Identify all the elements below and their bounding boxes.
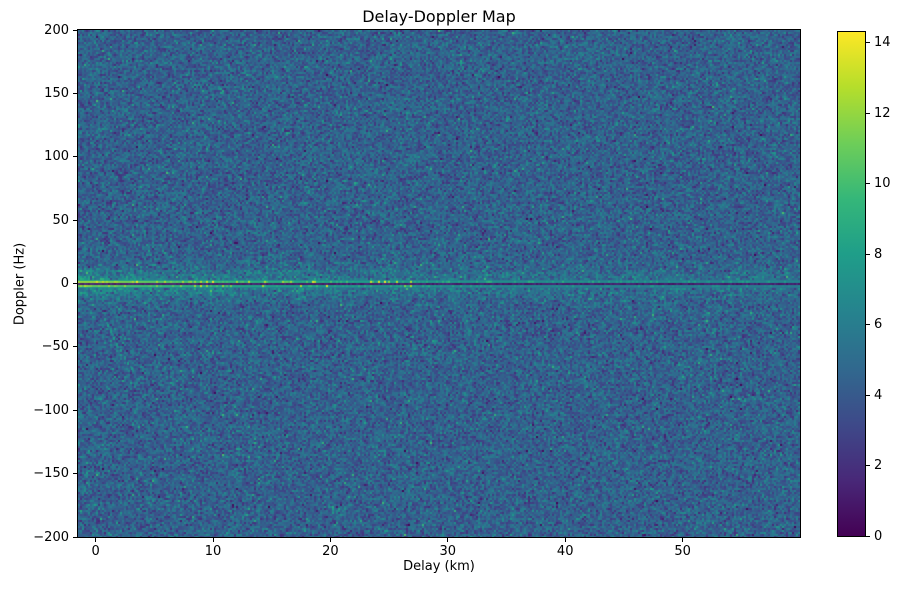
colorbar-tick-label: 14 — [874, 35, 891, 51]
colorbar-tick-mark — [866, 112, 870, 114]
colorbar-tick-mark — [866, 183, 870, 185]
colorbar-tick-label: 6 — [874, 317, 883, 333]
y-tick-label: −100 — [33, 402, 69, 418]
x-tick-label: 0 — [91, 544, 100, 559]
colorbar-tick-mark — [866, 42, 870, 44]
colorbar-tick-label: 10 — [874, 176, 891, 192]
colorbar-tick-label: 2 — [874, 458, 883, 473]
colorbar-tick-mark — [866, 535, 870, 537]
y-tick-label: 100 — [44, 149, 69, 165]
y-tick-label: 0 — [60, 276, 69, 291]
x-tick-mark — [564, 538, 566, 542]
y-tick-mark — [73, 346, 77, 348]
y-tick-mark — [73, 283, 77, 284]
x-tick-label: 10 — [204, 544, 222, 559]
x-tick-mark — [447, 538, 449, 542]
y-tick-mark — [73, 156, 77, 158]
x-tick-label: 50 — [674, 544, 691, 559]
x-tick-mark — [682, 538, 684, 542]
y-tick-mark — [73, 92, 77, 94]
plot-area — [77, 29, 801, 538]
y-tick-mark — [73, 536, 77, 538]
x-tick-label: 30 — [439, 544, 457, 559]
x-tick-mark — [95, 538, 97, 542]
x-tick-mark — [329, 538, 331, 542]
x-axis-label: Delay (km) — [403, 559, 475, 574]
y-tick-label: −200 — [33, 529, 69, 545]
colorbar-tick-mark — [866, 465, 870, 466]
x-tick-label: 40 — [556, 544, 574, 559]
colorbar-tick-mark — [866, 253, 870, 255]
y-tick-mark — [73, 29, 77, 31]
colorbar-tick-mark — [866, 394, 870, 396]
y-tick-mark — [73, 473, 77, 475]
y-tick-mark — [73, 409, 77, 411]
y-tick-label: −50 — [41, 339, 69, 355]
colorbar-tick-label: 8 — [874, 246, 883, 262]
x-tick-label: 20 — [322, 544, 339, 559]
y-tick-label: 50 — [52, 212, 69, 228]
colorbar-tick-label: 12 — [874, 105, 891, 121]
y-tick-label: −150 — [33, 466, 69, 482]
y-tick-mark — [73, 219, 77, 221]
colorbar-tick-label: 4 — [874, 387, 883, 403]
colorbar-tick-mark — [866, 324, 870, 326]
y-tick-label: 200 — [44, 22, 69, 38]
colorbar-tick-label: 0 — [874, 528, 883, 544]
x-tick-mark — [212, 538, 214, 542]
chart-title: Delay-Doppler Map — [362, 7, 516, 26]
colorbar — [837, 31, 866, 537]
y-tick-label: 150 — [44, 85, 69, 101]
heatmap-canvas — [78, 30, 800, 537]
